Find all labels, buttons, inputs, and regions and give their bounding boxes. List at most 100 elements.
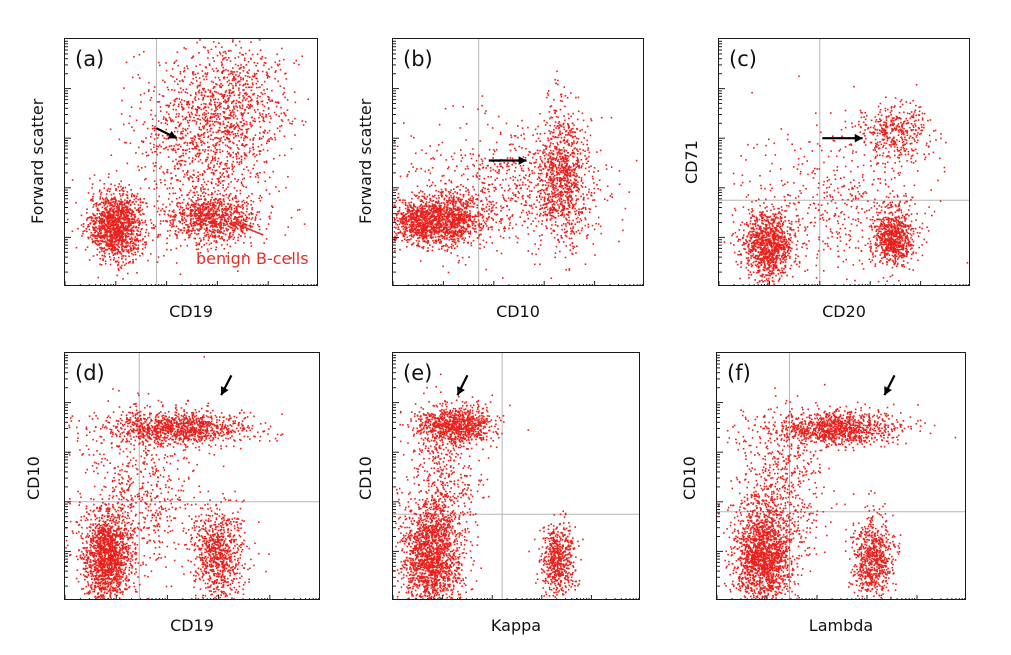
data-point (477, 213, 479, 215)
data-point (240, 182, 243, 185)
data-point (424, 213, 427, 216)
data-point (99, 203, 102, 205)
data-point (477, 211, 480, 213)
data-point (96, 213, 99, 215)
data-point (238, 216, 240, 218)
data-point (212, 218, 214, 220)
data-point (198, 198, 201, 201)
data-point (119, 266, 122, 268)
data-point (247, 100, 250, 103)
data-point (95, 205, 97, 207)
data-point (194, 221, 196, 224)
data-point (252, 139, 254, 141)
data-point (125, 205, 127, 208)
data-point (203, 127, 205, 129)
data-point (129, 142, 132, 145)
data-point (430, 209, 432, 211)
data-point (181, 132, 184, 135)
data-point (403, 238, 406, 240)
data-point (111, 197, 113, 200)
data-point (218, 226, 221, 228)
data-point (420, 190, 422, 192)
data-point (111, 239, 114, 241)
data-point (220, 231, 222, 233)
data-point (219, 163, 222, 166)
data-point (168, 145, 171, 147)
data-point (197, 175, 199, 177)
data-point (193, 203, 196, 205)
data-point (444, 238, 446, 240)
data-point (180, 229, 183, 231)
data-point (179, 221, 181, 223)
data-point (235, 99, 238, 102)
data-point (181, 212, 184, 214)
data-point (201, 174, 204, 177)
data-point (175, 233, 177, 236)
data-point (246, 97, 248, 100)
data-point (205, 158, 207, 161)
data-point (196, 219, 198, 222)
arrow-1 (231, 220, 264, 236)
data-point (177, 179, 179, 181)
data-point (117, 213, 120, 216)
data-point (216, 241, 218, 243)
data-point (236, 144, 238, 146)
data-point (173, 99, 175, 101)
data-point (224, 133, 226, 135)
data-point (197, 219, 200, 222)
data-point (162, 118, 165, 120)
data-point (221, 46, 223, 48)
data-point (155, 183, 158, 185)
data-point (156, 210, 159, 213)
data-point (97, 240, 99, 243)
data-point (223, 239, 225, 241)
data-point (171, 219, 174, 221)
data-point (227, 197, 230, 199)
data-point (405, 226, 407, 228)
data-point (133, 216, 136, 219)
data-point (237, 101, 240, 103)
data-point (164, 220, 167, 222)
data-point (244, 75, 247, 77)
data-point (198, 114, 201, 117)
data-point (104, 260, 107, 263)
data-point (224, 233, 227, 236)
data-point (462, 237, 464, 239)
data-point (233, 128, 235, 130)
data-point (135, 240, 137, 242)
data-point (195, 242, 198, 244)
data-point (245, 223, 248, 226)
data-point (240, 144, 243, 146)
data-point (123, 203, 125, 206)
data-point (258, 225, 260, 228)
data-point (214, 212, 217, 214)
data-point (235, 197, 237, 199)
data-point (203, 199, 206, 201)
data-point (107, 200, 110, 202)
data-point (256, 86, 258, 89)
data-point (111, 209, 114, 211)
data-point (166, 168, 169, 171)
data-point (99, 226, 101, 228)
data-point (463, 212, 466, 214)
data-point (228, 92, 231, 95)
data-point (112, 234, 114, 236)
data-point (113, 235, 116, 237)
data-point (111, 201, 113, 204)
data-point (249, 176, 252, 178)
data-point (290, 148, 293, 150)
data-point (123, 204, 126, 207)
data-point (172, 215, 174, 218)
data-point (86, 217, 89, 220)
data-point (180, 206, 182, 209)
data-point (443, 205, 446, 208)
data-point (243, 145, 246, 148)
data-point (256, 62, 259, 65)
data-point (267, 75, 269, 78)
data-point (243, 242, 245, 244)
data-point (241, 132, 244, 134)
data-point (230, 70, 232, 73)
data-point (232, 233, 234, 236)
data-point (122, 261, 124, 263)
data-point (207, 49, 209, 52)
